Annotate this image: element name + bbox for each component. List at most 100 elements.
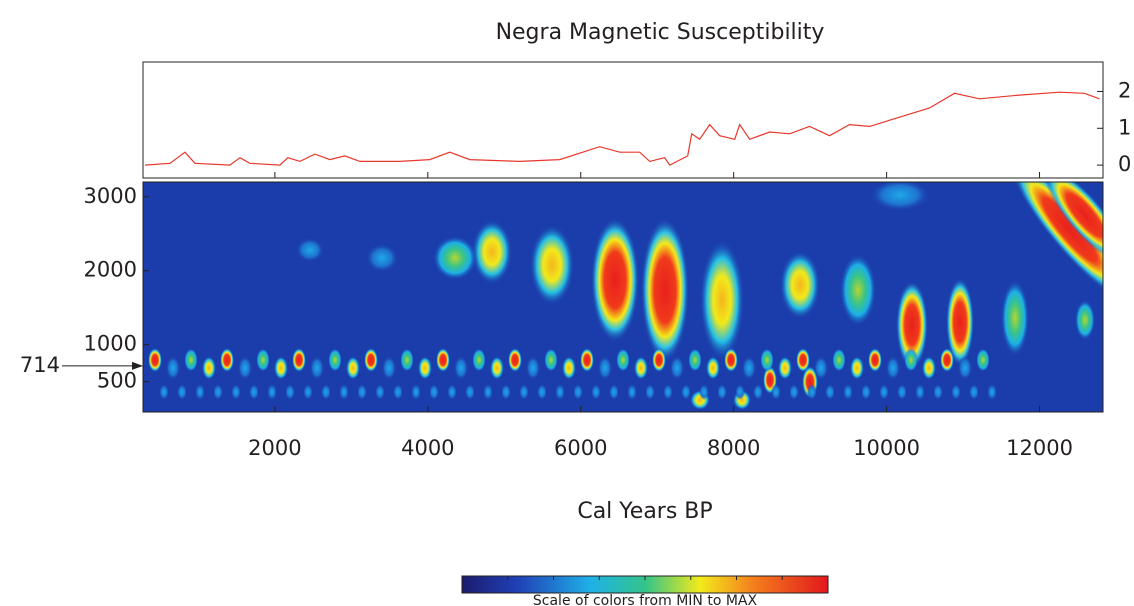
spectrum-blob [843,384,853,400]
spectrum-blob [195,384,205,400]
spectrum-blob [562,356,576,380]
spectrum-blob [285,384,295,400]
spectrum-blob [321,384,331,400]
spectrum-blob [483,384,493,400]
spectrum-blob [213,384,223,400]
spectrum-blob [904,348,918,372]
spectrum-blob [753,384,763,400]
spectrum-blob [940,348,954,372]
spectrum-blob [652,348,666,372]
spectrum-blob [220,348,234,372]
spectrum-blob [868,348,882,372]
spectrum-blob [796,348,810,372]
spectrum-blob [780,251,820,319]
spectrum-blob [627,384,637,400]
marker-arrowhead [132,361,143,370]
spectrum-blob [591,218,639,342]
spectrum-blob [922,356,936,380]
spectrum-blob [700,240,744,360]
spectrum-blob [465,384,475,400]
x-axis-label: Cal Years BP [577,499,712,524]
spectrum-blob [544,348,558,372]
spectrum-blob [400,348,414,372]
spectrum-blob [951,384,961,400]
spectrum-blob [645,384,655,400]
y-tick-label: 0 [1118,152,1131,176]
spectrum-blob [303,384,313,400]
spectrum-blob [724,348,738,372]
spectrum-blob [184,348,198,372]
spectrum-blob [526,356,540,380]
spectrum-blob [946,278,974,366]
spectrum-blob [641,218,689,362]
spectrum-blob [366,244,398,272]
spectrum-blob [357,384,367,400]
spectrum-blob [717,384,727,400]
spectrum-blob [249,384,259,400]
spectrum-blob [634,356,648,380]
spectrum-blob [166,356,180,380]
spectrum-blob [760,348,774,372]
spectrum-blob [850,356,864,380]
spectrum-blob [840,254,876,326]
spectrum-blob [609,384,619,400]
spectrum-blob [328,348,342,372]
spectrum-blob [375,384,385,400]
spectrum-blob [681,384,691,400]
spectrum-blob [616,348,630,372]
spectrum-blob [364,348,378,372]
y-tick-label: 2 [1118,78,1131,102]
y-tick-label: 1000 [84,332,137,356]
colorbar-label: Scale of colors from MIN to MAX [533,593,758,606]
spectrum-blob [393,384,403,400]
spectrum-blob [771,384,781,400]
spectrum-blob [580,348,594,372]
marker-label: 714 [20,353,60,377]
top-frame [142,61,1104,179]
spectrum-blob [699,384,709,400]
spectrum-blob [472,348,486,372]
spectrum-blob [897,384,907,400]
spectrum-blob [807,384,817,400]
spectrum-blob [231,384,241,400]
spectrum-blob [670,356,684,380]
spectrum-blob [274,356,288,380]
spectrum-blob [447,384,457,400]
spectrum-blob [256,348,270,372]
spectrum-blob [292,348,306,372]
y-tick-label: 500 [97,369,137,393]
x-tick-label: 4000 [401,436,454,460]
spectrum-blob [832,348,846,372]
spectrum-blob [969,384,979,400]
spectrum-blob [537,384,547,400]
spectrum-blob [987,384,997,400]
x-tick-label: 12000 [1006,436,1073,460]
spectrum-blob [598,356,612,380]
spectrum-blob [177,384,187,400]
spectrum-blob [555,384,565,400]
spectrum-blob [148,348,162,372]
spectrum-blob [454,356,468,380]
spectrum-blob [663,384,673,400]
spectrum-blob [958,356,972,380]
spectrum-blob [418,356,432,380]
spectrum-blob [411,384,421,400]
spectrum-blob [814,356,828,380]
spectrum-blob [296,238,324,262]
spectrum-blob [778,356,792,380]
spectrum-blob [433,236,477,280]
x-tick-label: 6000 [554,436,607,460]
spectrum-blob [1001,280,1029,356]
wavelet-frame [142,181,1104,413]
spectrum-blob [436,348,450,372]
spectrum-blob [429,384,439,400]
y-tick-label: 1 [1118,115,1131,139]
spectrum-blob [267,384,277,400]
wavelet-spectrum [143,182,1103,412]
spectrum-blob [896,281,928,369]
spectrum-blob [688,348,702,372]
spectrum-blob [238,356,252,380]
spectrum-blob [490,356,504,380]
y-tick-label: 3000 [84,184,137,208]
